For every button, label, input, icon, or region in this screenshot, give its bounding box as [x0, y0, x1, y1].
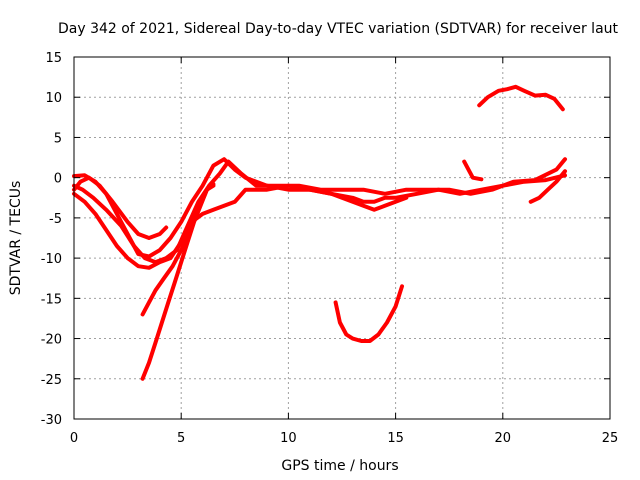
series-arc-9	[477, 84, 565, 112]
x-tick-label: 25	[602, 431, 619, 446]
y-tick-label: -15	[41, 292, 62, 307]
x-tick-label: 0	[70, 431, 78, 446]
plot-frame	[73, 56, 611, 420]
x-tick-label: 15	[387, 431, 404, 446]
series-arc-6	[140, 183, 216, 381]
y-tick-label: 10	[45, 91, 62, 106]
series-arc-4	[72, 183, 409, 270]
x-tick-label: 10	[280, 431, 297, 446]
chart-title: Day 342 of 2021, Sidereal Day-to-day VTE…	[58, 21, 619, 37]
y-tick-label: -25	[41, 373, 62, 388]
x-tick-label: 20	[495, 431, 512, 446]
series-arc-3	[72, 157, 567, 259]
grid-lines	[74, 57, 610, 419]
y-tick-label: -20	[41, 333, 62, 348]
x-axis-ticks: 0 5 10 15 20 25	[70, 57, 618, 446]
x-tick-label: 5	[177, 431, 185, 446]
y-axis-label: SDTVAR / TECUs	[8, 181, 24, 296]
y-tick-label: 5	[54, 131, 62, 146]
y-tick-label: -5	[49, 212, 62, 227]
series-arc-1	[72, 175, 169, 240]
series-arc-2	[72, 157, 567, 265]
series-layer	[72, 84, 567, 381]
y-tick-label: 0	[54, 172, 62, 187]
series-arc-7	[333, 284, 404, 343]
x-axis-label: GPS time / hours	[281, 458, 398, 474]
y-tick-label: 15	[45, 51, 62, 66]
y-axis-ticks: -30 -25 -20 -15 -10 -5 0 5 10 15	[41, 51, 610, 428]
series-arc-8	[462, 159, 484, 182]
y-tick-label: -30	[41, 413, 62, 428]
y-tick-label: -10	[41, 252, 62, 267]
series-arc-10	[528, 169, 567, 204]
